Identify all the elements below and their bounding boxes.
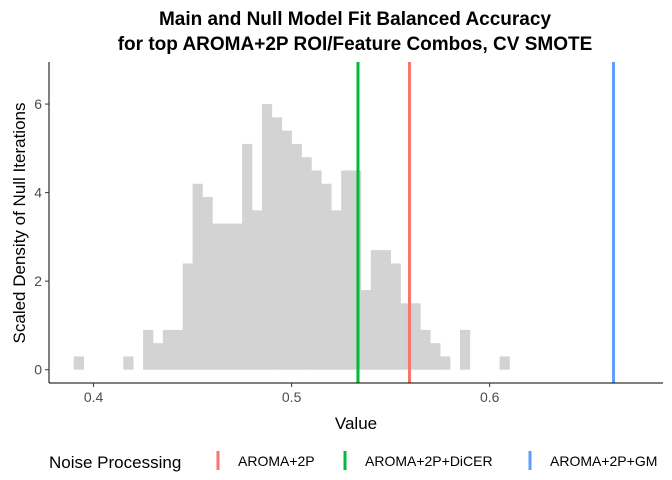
x-tick-label: 0.6	[480, 389, 500, 405]
histogram-bar	[242, 143, 253, 370]
histogram-bar	[420, 329, 431, 370]
legend-label: AROMA+2P	[238, 453, 315, 469]
histogram-bar	[499, 356, 510, 370]
y-tick-label: 2	[34, 273, 42, 289]
histogram-bar	[182, 263, 193, 370]
histogram-bar	[291, 143, 302, 370]
legend-items: AROMA+2P AROMA+2P+DiCER AROMA+2P+GM	[216, 451, 657, 470]
histogram-bar	[172, 329, 183, 370]
histogram-bar	[410, 303, 421, 370]
x-tick-label: 0.5	[282, 389, 302, 405]
histogram-bar	[123, 356, 134, 370]
histogram-bar	[321, 183, 332, 370]
x-tick-label: 0.4	[84, 389, 104, 405]
histogram-bar	[341, 170, 352, 370]
histogram-bar	[271, 117, 283, 370]
histogram-bar	[430, 343, 441, 370]
histogram-bar	[351, 170, 362, 370]
histogram-bar	[261, 104, 273, 370]
histogram-bar	[390, 263, 401, 370]
histogram-bar	[370, 250, 382, 370]
histogram-bar	[400, 303, 411, 370]
histogram-bar	[440, 356, 451, 370]
histogram-bar	[232, 223, 243, 370]
y-tick-label: 4	[34, 185, 42, 201]
legend: Noise Processing AROMA+2P AROMA+2P+DiCER A…	[49, 451, 657, 472]
histogram-bar	[143, 329, 154, 370]
legend-label: AROMA+2P+GM	[550, 453, 657, 469]
histogram-bar	[212, 223, 223, 370]
histogram-bar	[311, 170, 322, 370]
histogram-bar	[222, 223, 233, 370]
y-tick-label: 6	[34, 96, 42, 112]
histogram-bar	[380, 250, 391, 370]
histogram-bar	[152, 343, 164, 370]
chart-title-line1: Main and Null Model Fit Balanced Accurac…	[159, 9, 551, 30]
chart-title-line2: for top AROMA+2P ROI/Feature Combos, CV …	[118, 34, 593, 55]
reference-lines	[356, 62, 615, 383]
histogram-bar	[301, 157, 312, 370]
histogram-bars	[73, 104, 510, 370]
histogram-bar	[459, 329, 471, 370]
legend-title: Noise Processing	[49, 453, 181, 472]
histogram-bar	[281, 130, 292, 370]
y-axis-ticks: 0 2 4 6	[34, 96, 49, 378]
y-axis-title: Scaled Density of Null Iterations	[10, 103, 29, 344]
y-tick-label: 0	[34, 362, 42, 378]
x-axis-ticks: 0.4 0.5 0.6	[84, 383, 500, 405]
histogram-bar	[162, 329, 174, 370]
histogram-bar	[360, 290, 372, 370]
x-axis-title: Value	[335, 414, 377, 433]
histogram-bar	[202, 197, 213, 370]
histogram-bar	[252, 210, 263, 370]
histogram-bar	[331, 210, 342, 370]
histogram-bar	[192, 183, 203, 370]
legend-label: AROMA+2P+DiCER	[365, 453, 493, 469]
histogram-bar	[73, 356, 84, 370]
